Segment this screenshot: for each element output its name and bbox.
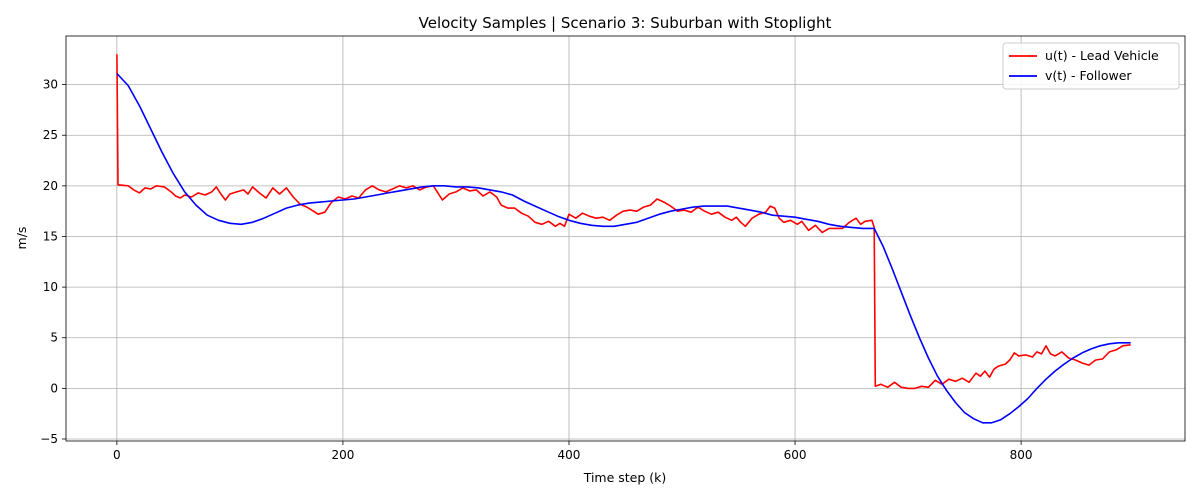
legend-box xyxy=(1002,42,1180,90)
y-tick-label: −5 xyxy=(40,432,58,446)
x-axis-ticks: 0 200 400 600 800 xyxy=(113,441,1033,462)
y-tick-label: 10 xyxy=(43,280,58,294)
y-tick-label: 25 xyxy=(43,128,58,142)
y-axis-ticks: −5 0 5 10 15 20 25 30 xyxy=(40,78,66,446)
x-tick-label: 0 xyxy=(113,448,121,462)
y-tick-label: 30 xyxy=(43,78,58,92)
y-tick-label: 5 xyxy=(50,331,58,345)
y-tick-label: 0 xyxy=(50,381,58,395)
x-tick-label: 600 xyxy=(784,448,807,462)
x-tick-label: 800 xyxy=(1010,448,1033,462)
y-axis-label: m/s xyxy=(14,227,29,250)
legend-label-0: u(t) - Lead Vehicle xyxy=(1045,48,1159,63)
x-tick-label: 400 xyxy=(558,448,581,462)
plot-frame xyxy=(65,35,1186,442)
legend: u(t) - Lead Vehicle v(t) - Follower xyxy=(1002,42,1180,90)
series-line-0 xyxy=(116,54,1131,390)
plot-area xyxy=(116,54,1131,424)
chart-title: Velocity Samples | Scenario 3: Suburban … xyxy=(419,14,832,32)
y-tick-label: 20 xyxy=(43,179,58,193)
y-tick-label: 15 xyxy=(43,229,58,243)
grid-lines xyxy=(66,36,1185,441)
x-tick-label: 200 xyxy=(331,448,354,462)
x-axis-label: Time step (k) xyxy=(583,470,667,485)
legend-label-1: v(t) - Follower xyxy=(1045,68,1132,83)
series-line-1 xyxy=(116,72,1131,424)
